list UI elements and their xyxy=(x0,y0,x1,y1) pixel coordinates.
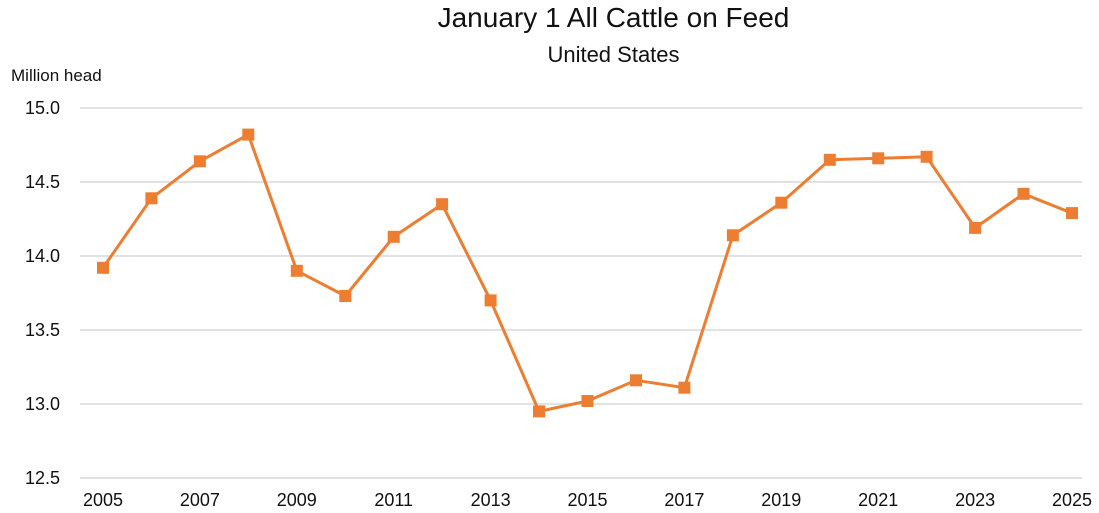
data-point xyxy=(290,264,303,277)
data-point xyxy=(97,261,109,274)
data-point xyxy=(581,395,594,407)
data-point xyxy=(920,150,933,163)
data-point xyxy=(145,192,158,205)
data-point xyxy=(436,198,449,211)
data-point xyxy=(872,152,885,165)
data-point xyxy=(533,405,545,418)
data-point xyxy=(775,196,788,209)
data-point xyxy=(726,229,739,242)
y-tick-label: 13.5 xyxy=(25,320,60,340)
x-tick-label: 2005 xyxy=(83,490,123,510)
data-point xyxy=(242,128,255,141)
data-point xyxy=(823,153,836,166)
data-point xyxy=(969,221,982,234)
data-point xyxy=(484,294,497,307)
y-tick-label: 13.0 xyxy=(25,394,60,414)
x-tick-label: 2021 xyxy=(858,490,898,510)
y-tick-label: 12.5 xyxy=(25,468,60,488)
data-point xyxy=(630,374,642,387)
x-tick-label: 2015 xyxy=(567,490,607,510)
x-tick-label: 2017 xyxy=(664,490,704,510)
y-tick-label: 14.0 xyxy=(25,246,60,266)
y-axis-label: Million head xyxy=(11,66,102,85)
data-point xyxy=(193,155,206,168)
x-tick-label: 2007 xyxy=(180,490,220,510)
data-point xyxy=(678,381,691,394)
x-tick-label: 2019 xyxy=(761,490,801,510)
series-line xyxy=(101,133,1073,413)
data-point xyxy=(1066,207,1078,220)
x-tick-label: 2011 xyxy=(374,490,413,510)
x-tick-label: 2013 xyxy=(471,490,511,510)
data-point xyxy=(1017,187,1030,200)
y-tick-label: 14.5 xyxy=(25,172,60,192)
data-point xyxy=(339,290,352,302)
data-point xyxy=(387,230,400,243)
x-tick-label: 2023 xyxy=(955,490,995,510)
chart-subtitle: United States xyxy=(547,42,680,67)
chart-title: January 1 All Cattle on Feed xyxy=(437,2,790,33)
x-tick-label: 2025 xyxy=(1052,490,1092,510)
x-tick-label: 2009 xyxy=(277,490,317,510)
y-tick-label: 15.0 xyxy=(25,98,60,118)
